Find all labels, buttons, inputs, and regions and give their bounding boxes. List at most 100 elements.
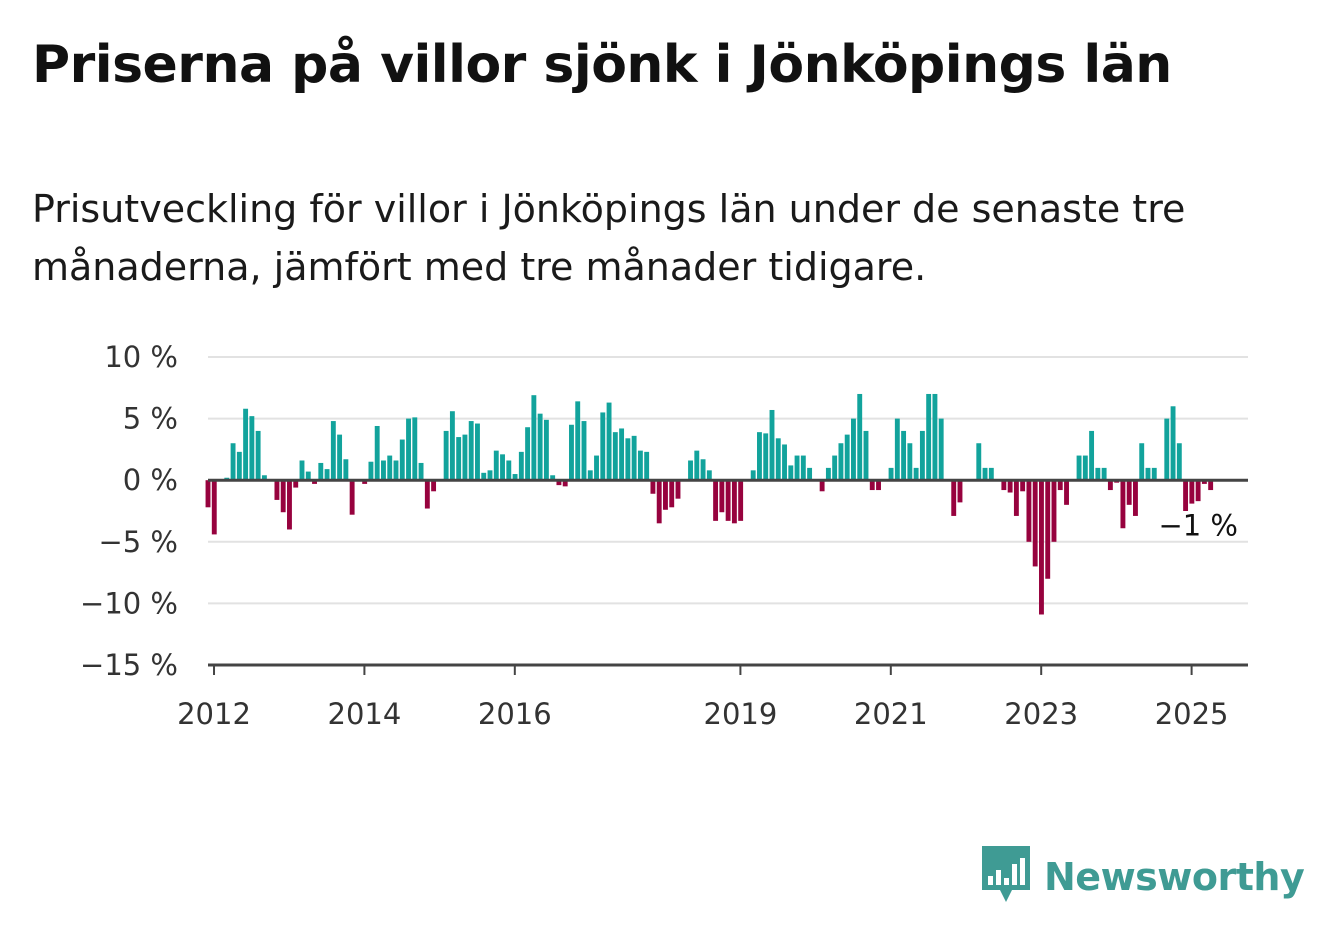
- bar: [825, 467, 831, 481]
- x-tick-label: 2023: [1004, 697, 1078, 731]
- bar: [1145, 467, 1151, 481]
- bar: [982, 467, 988, 481]
- brand-name: Newsworthy: [1044, 855, 1305, 899]
- bar: [525, 427, 531, 481]
- bar: [976, 443, 982, 481]
- bar: [631, 435, 637, 481]
- last-value-annotation: −1 %: [1158, 509, 1238, 543]
- bar: [863, 430, 869, 481]
- bar: [1007, 480, 1013, 493]
- bar: [543, 419, 549, 481]
- bar: [575, 401, 581, 481]
- bar: [851, 418, 856, 481]
- bar: [506, 460, 512, 481]
- bar: [1107, 480, 1113, 491]
- y-tick-label: −10 %: [80, 586, 178, 620]
- bar: [857, 393, 863, 481]
- bar: [913, 467, 919, 481]
- bar: [362, 480, 368, 484]
- bar: [901, 430, 907, 481]
- bar: [1126, 480, 1132, 505]
- bar: [700, 459, 706, 481]
- bar-chart: 10 % 5 % 0 % −5 % −10 % −15 % 2012 2014 2016 2019…: [80, 340, 1248, 731]
- bar: [1164, 418, 1170, 481]
- bar: [725, 480, 731, 521]
- y-tick-label: 5 %: [123, 402, 178, 436]
- x-tick-label: 2025: [1155, 697, 1229, 731]
- bar: [932, 393, 938, 481]
- bar: [299, 460, 305, 481]
- bar: [556, 480, 562, 486]
- bar: [406, 418, 411, 481]
- bar: [468, 421, 474, 481]
- x-tick-label: 2019: [704, 697, 778, 731]
- bar: [211, 480, 217, 535]
- bar: [637, 450, 643, 481]
- bar: [393, 460, 399, 481]
- bar: [512, 474, 518, 481]
- y-tick-label: −15 %: [80, 648, 178, 682]
- bar: [1095, 467, 1101, 481]
- newsworthy-brand: Newsworthy: [982, 846, 1305, 908]
- bar: [449, 411, 455, 481]
- bar: [562, 480, 568, 487]
- bar: [794, 455, 800, 481]
- bar: [337, 434, 343, 481]
- bar: [669, 480, 675, 508]
- bar: [625, 438, 631, 481]
- bar: [581, 421, 587, 481]
- chart-subtitle: Prisutveckling för villor i Jönköpings l…: [32, 187, 1186, 289]
- bar: [1183, 480, 1189, 511]
- bar: [587, 470, 593, 481]
- bar: [957, 480, 963, 503]
- bar: [775, 438, 781, 481]
- bar: [318, 462, 324, 481]
- bar: [493, 450, 499, 481]
- bar: [349, 480, 355, 515]
- bar: [1170, 406, 1176, 481]
- x-tick-label: 2012: [177, 697, 251, 731]
- bar: [894, 418, 900, 481]
- bar: [412, 417, 418, 481]
- bar: [719, 480, 725, 513]
- bar: [763, 433, 769, 481]
- bar: [656, 480, 662, 524]
- bar: [907, 443, 913, 481]
- bar: [274, 480, 280, 500]
- bar: [531, 395, 537, 481]
- bar: [869, 480, 875, 491]
- y-tick-label: −5 %: [98, 525, 178, 559]
- bar: [688, 460, 693, 481]
- bar: [750, 470, 756, 481]
- bar: [387, 455, 393, 481]
- bar: [1133, 480, 1138, 516]
- bar: [844, 434, 850, 481]
- bar: [537, 413, 543, 481]
- bar: [600, 412, 606, 481]
- bar: [1208, 480, 1214, 491]
- bar: [475, 423, 480, 481]
- bar: [951, 480, 957, 516]
- bar: [1195, 480, 1201, 502]
- bar: [1139, 443, 1145, 481]
- x-tick-label: 2016: [478, 697, 552, 731]
- bar: [1120, 480, 1126, 529]
- bar: [606, 402, 612, 481]
- bar: [1039, 480, 1044, 615]
- bar: [619, 428, 625, 481]
- bar: [236, 451, 242, 481]
- bar: [1101, 467, 1107, 481]
- bar: [312, 480, 317, 484]
- bar: [876, 480, 881, 491]
- axes: 10 % 5 % 0 % −5 % −10 % −15 % 2012 2014 2016 2019…: [80, 340, 1248, 731]
- gridlines: [208, 356, 1248, 605]
- bar: [713, 480, 719, 521]
- bar: [788, 465, 794, 481]
- bar: [1032, 480, 1038, 567]
- bar: [819, 480, 825, 492]
- bar: [769, 409, 775, 481]
- bar: [832, 455, 838, 481]
- bar: [287, 480, 292, 530]
- bar: [431, 480, 437, 492]
- bar: [594, 455, 599, 481]
